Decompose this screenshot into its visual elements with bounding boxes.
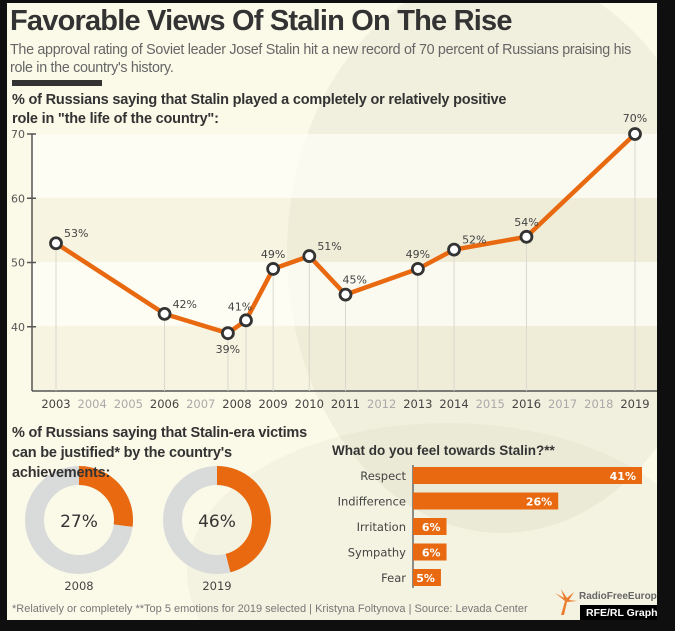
data-point — [338, 287, 353, 302]
donut-2019: 46% 2019 — [163, 466, 271, 593]
footer-note: *Relatively or completely **Top 5 emotio… — [12, 603, 528, 615]
data-point — [239, 313, 253, 328]
chart-band — [32, 134, 657, 198]
y-axis: 40 50 60 70 — [11, 128, 36, 391]
bar — [413, 518, 447, 535]
bar — [413, 467, 642, 484]
donut-year-label: 2008 — [64, 579, 93, 593]
data-label: 53% — [64, 227, 88, 240]
donut-2008: 27% 2008 — [25, 466, 133, 593]
data-point — [302, 249, 317, 263]
bar-value-label: 5% — [416, 572, 435, 585]
logo-text: RadioFreeEurope — [579, 591, 657, 602]
bar-category-label: Sympathy — [348, 546, 406, 560]
data-point — [628, 127, 642, 141]
chart-band — [32, 198, 657, 262]
bar — [413, 492, 559, 510]
x-tick-label: 2008 — [222, 397, 251, 411]
line-chart-title: % of Russians saying that Stalin played … — [12, 92, 507, 127]
line-chart: 40 50 60 70 2003 2004 2005 2006 2007 2008 2009 201… — [11, 112, 657, 593]
x-tick-label: 2011 — [331, 397, 360, 411]
data-point — [266, 262, 281, 276]
chart-band — [32, 326, 657, 391]
bar-value-label: 26% — [526, 496, 552, 509]
x-axis: 2003 2004 2005 2006 2007 2008 2009 2010 2011 2012… — [32, 390, 657, 411]
x-tick-label: 2004 — [78, 397, 107, 411]
y-tick-label: 40 — [11, 321, 25, 334]
x-tick-label: 2010 — [295, 397, 324, 411]
page-subtitle: The approval rating of Soviet leader Jos… — [10, 42, 631, 76]
infographic: Favorable Views Of Stalin On The Rise Th… — [7, 3, 657, 620]
bar-category-label: Indifference — [338, 495, 406, 509]
divider-rule — [12, 80, 102, 86]
line-series — [49, 127, 642, 341]
donut-slice — [79, 466, 133, 527]
x-tick-label: 2016 — [512, 397, 541, 411]
donut-chart-title: % of Russians saying that Stalin-era vic… — [12, 425, 307, 481]
data-point — [49, 236, 63, 251]
graphics-badge: RFE/RL Graphics — [580, 605, 657, 620]
rferl-logo-icon — [555, 589, 577, 615]
donut-value-label: 46% — [198, 512, 236, 532]
data-label: 45% — [343, 274, 367, 287]
x-tick-label: 2017 — [548, 397, 577, 411]
bar-value-label: 41% — [610, 470, 636, 483]
data-label: 41% — [228, 300, 252, 313]
bar-value-label: 6% — [422, 521, 441, 534]
data-label: 49% — [261, 248, 285, 261]
data-point — [447, 242, 461, 257]
x-tick-label: 2012 — [367, 397, 396, 411]
bar — [413, 569, 441, 586]
donut-slice — [217, 466, 271, 573]
y-tick-label: 70 — [11, 128, 25, 141]
data-label: 39% — [216, 343, 240, 356]
bar-category-label: Respect — [360, 469, 406, 483]
data-point — [157, 306, 172, 321]
y-tick-label: 50 — [11, 257, 25, 270]
page-title: Favorable Views Of Stalin On The Rise — [10, 5, 513, 37]
bar-chart-title: What do you feel towards Stalin?** — [332, 443, 555, 458]
donut-charts: 27% 2008 46% 2019 — [25, 466, 271, 593]
x-tick-label: 2015 — [476, 397, 505, 411]
x-tick-label: 2007 — [186, 397, 215, 411]
data-label: 51% — [317, 240, 341, 253]
x-tick-label: 2006 — [150, 397, 179, 411]
bar-value-label: 6% — [422, 547, 441, 560]
donut-year-label: 2019 — [202, 579, 231, 593]
x-tick-label: 2018 — [584, 397, 613, 411]
x-tick-label: 2005 — [114, 397, 143, 411]
data-point — [220, 326, 235, 341]
donut-value-label: 27% — [60, 512, 98, 532]
x-tick-label: 2003 — [41, 397, 70, 411]
bar-chart: Respect 41% Indifference 26% Irritation 6% Sym… — [338, 465, 642, 588]
x-tick-label: 2014 — [439, 397, 468, 411]
data-point — [410, 262, 425, 276]
bar-category-label: Fear — [381, 571, 406, 585]
bar-category-label: Irritation — [357, 520, 406, 534]
data-label: 52% — [462, 234, 486, 247]
drop-lines — [55, 134, 636, 391]
data-label: 49% — [406, 248, 430, 261]
x-tick-label: 2013 — [403, 397, 432, 411]
data-label: 70% — [623, 112, 647, 125]
data-label: 42% — [173, 298, 197, 311]
bar — [413, 543, 447, 561]
data-label: 54% — [514, 216, 538, 229]
data-point — [519, 229, 534, 244]
data-labels: 53% 42% 39% 41% 49% 51% 45% 49% 52% 54% 70% — [64, 112, 647, 356]
x-tick-label: 2019 — [620, 397, 649, 411]
y-tick-label: 60 — [11, 192, 25, 205]
x-tick-label: 2009 — [258, 397, 287, 411]
